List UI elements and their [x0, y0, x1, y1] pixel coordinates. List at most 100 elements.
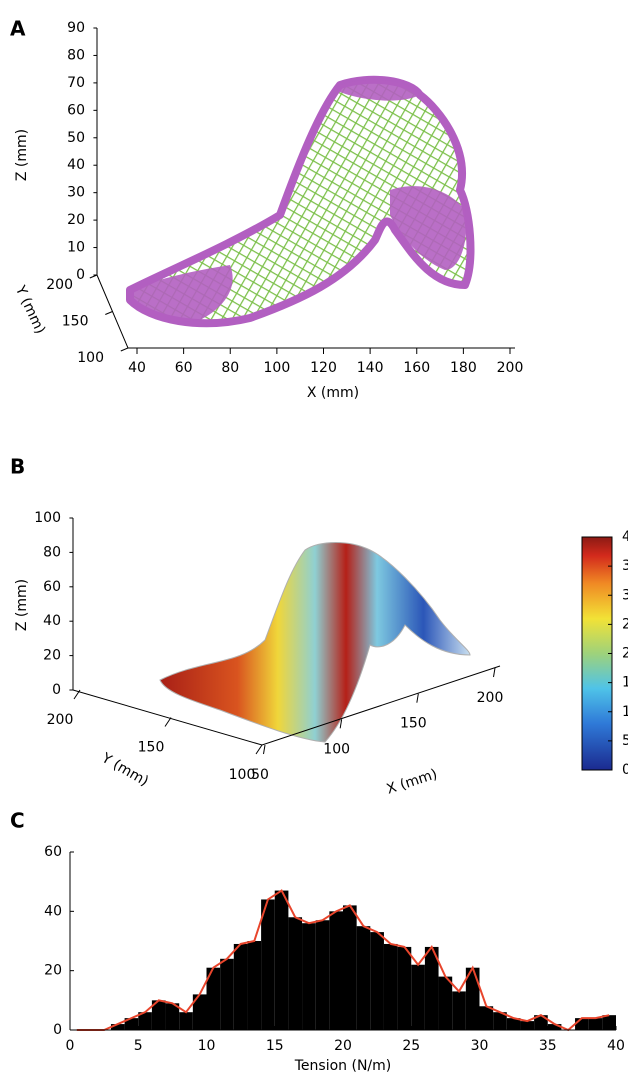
tick-mark	[416, 693, 419, 703]
surface-patch	[130, 79, 467, 322]
axis-title: Y (mm)	[12, 283, 49, 337]
bar	[274, 890, 289, 1030]
bar	[220, 958, 234, 1030]
bar	[370, 932, 384, 1030]
colorbar-tick-label: 0	[622, 762, 628, 778]
bar	[302, 923, 316, 1030]
z-tick-label: 90	[67, 20, 85, 36]
panel-letter: B	[10, 455, 25, 479]
tick-mark	[105, 311, 113, 315]
bar	[343, 905, 357, 1030]
y-tick-label: 60	[44, 844, 62, 860]
panel-a: A 0 10 20 30 40 50 60 70 80 90 100 150 200 40 60 80 100 1…	[10, 17, 523, 402]
bar	[165, 1003, 180, 1030]
y-tick-label: 40	[44, 903, 62, 919]
y-tick-label: 100	[229, 767, 256, 783]
x-tick-label: 200	[477, 690, 504, 706]
x-tick-label: 20	[334, 1038, 352, 1054]
y-tick-label: 200	[46, 277, 73, 293]
bar	[315, 920, 330, 1030]
z-tick-label: 60	[43, 579, 61, 595]
axis-title: Tension (N/m)	[294, 1058, 391, 1074]
x-tick-label: 30	[471, 1038, 489, 1054]
z-tick-label: 10	[67, 240, 85, 256]
y-tick-label: 0	[53, 1022, 62, 1038]
z-tick-label: 60	[67, 102, 85, 118]
z-tick-label: 0	[76, 267, 85, 283]
z-tick-label: 100	[34, 510, 61, 526]
tick-mark	[164, 717, 172, 727]
bar	[588, 1018, 603, 1030]
bar	[602, 1015, 616, 1030]
y-tick-label: 150	[138, 740, 165, 756]
bar	[192, 994, 207, 1030]
x-tick-label: 120	[310, 360, 337, 376]
bar	[110, 1024, 125, 1030]
tick-mark	[255, 744, 263, 755]
trend-line	[76, 889, 610, 1032]
panel-letter: C	[10, 809, 25, 833]
colorbar-tick-label: 20	[622, 646, 628, 662]
bar	[261, 899, 275, 1030]
bar	[383, 943, 398, 1030]
z-tick-label: 70	[67, 75, 85, 91]
bar	[151, 1000, 166, 1030]
bar	[438, 976, 453, 1030]
bar	[424, 946, 439, 1030]
z-tick-label: 30	[67, 185, 85, 201]
bar	[124, 1018, 139, 1030]
bar	[465, 967, 480, 1030]
panel-c: C 0 5 10 15 20 25 30 35 40 0 20 40 60 Tension (N/m)	[10, 809, 625, 1075]
tick-mark	[120, 347, 129, 352]
z-tick-label: 80	[67, 47, 85, 63]
bar	[452, 991, 466, 1030]
bar	[206, 967, 221, 1030]
colorbar-tick-label: 25	[622, 616, 628, 632]
x-tick-label: 80	[221, 360, 239, 376]
y-tick-label: 20	[44, 963, 62, 979]
colorbar-tick-label: 30	[622, 587, 628, 603]
bar	[411, 964, 425, 1030]
tick-mark	[89, 274, 98, 279]
x-tick-label: 25	[402, 1038, 420, 1054]
bar	[534, 1015, 548, 1030]
bar	[233, 943, 248, 1030]
z-tick-label: 40	[43, 613, 61, 629]
axis-title: X (mm)	[307, 385, 359, 401]
y-tick-label: 200	[47, 712, 74, 728]
bar	[138, 1012, 152, 1030]
bar	[288, 917, 303, 1030]
bar	[575, 1018, 589, 1030]
z-tick-label: 20	[43, 648, 61, 664]
x-tick-label: 50	[251, 767, 269, 783]
bar	[179, 1012, 193, 1030]
colorbar-tick-label: 15	[622, 675, 628, 691]
axis-title: Y (mm)	[98, 750, 151, 790]
bar	[493, 1012, 507, 1030]
bar	[356, 926, 371, 1030]
y-tick-label: 100	[77, 350, 104, 366]
bar	[547, 1024, 562, 1030]
x-tick-label: 35	[539, 1038, 557, 1054]
z-tick-label: 40	[67, 157, 85, 173]
tick-mark	[339, 719, 343, 729]
colorbar-tick-label: 10	[622, 704, 628, 720]
tick-mark	[493, 667, 496, 678]
bar	[397, 946, 412, 1030]
z-tick-label: 80	[43, 544, 61, 560]
bar	[329, 911, 343, 1030]
bar	[247, 941, 262, 1030]
x-tick-label: 40	[128, 360, 146, 376]
z-tick-label: 50	[67, 130, 85, 146]
x-tick-label: 140	[357, 360, 384, 376]
tick-mark	[73, 689, 81, 700]
x-tick-label: 10	[198, 1038, 216, 1054]
x-tick-label: 180	[450, 360, 477, 376]
surface	[159, 542, 471, 743]
colorbar-tick-label: 40	[622, 529, 628, 545]
z-tick-label: 0	[52, 682, 61, 698]
x-tick-label: 0	[66, 1038, 75, 1054]
bar	[506, 1018, 521, 1030]
axis-title: Z (mm)	[14, 129, 30, 181]
